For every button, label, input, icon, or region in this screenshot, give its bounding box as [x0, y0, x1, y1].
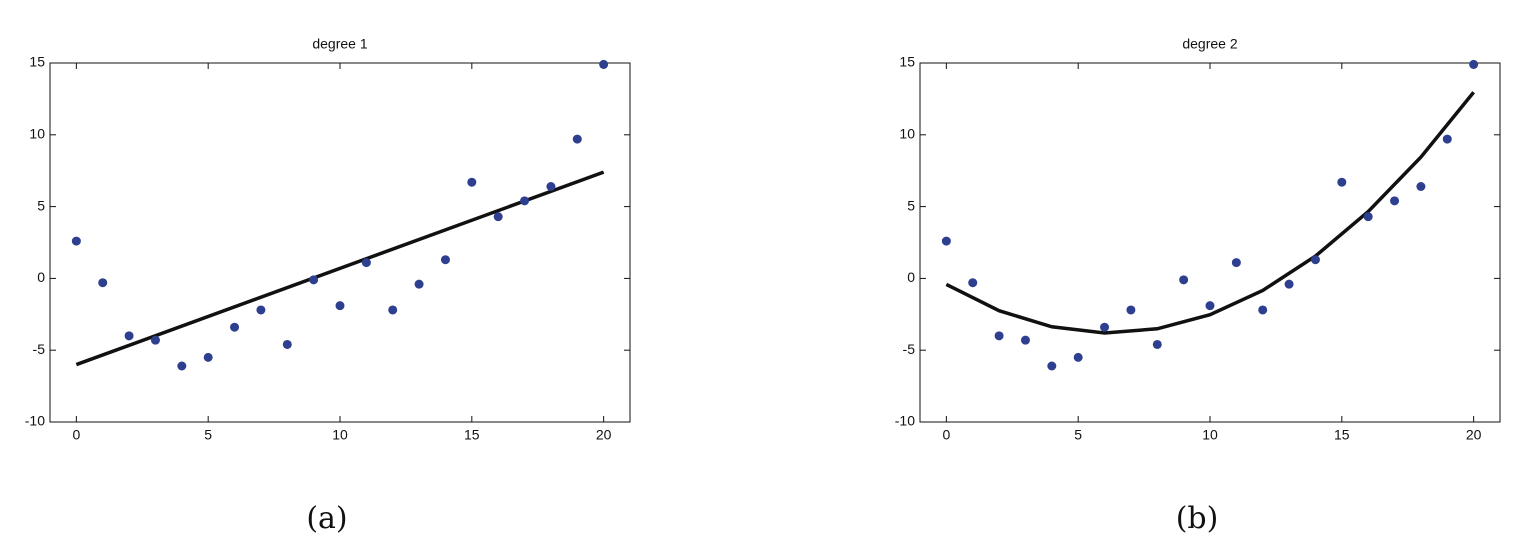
- data-point: [1073, 352, 1083, 362]
- data-point: [1258, 305, 1268, 315]
- data-point: [493, 212, 503, 222]
- data-point: [256, 305, 266, 315]
- data-point: [1231, 258, 1241, 268]
- data-point: [361, 258, 371, 268]
- fit-line: [945, 91, 1475, 335]
- data-point: [1047, 361, 1057, 371]
- data-point: [440, 255, 450, 265]
- data-point: [1390, 196, 1400, 206]
- y-tick-label: 5: [37, 197, 45, 213]
- data-point: [1284, 279, 1294, 289]
- y-tick-label: 0: [907, 269, 915, 285]
- data-point: [1416, 181, 1426, 191]
- data-point: [520, 196, 530, 206]
- data-point: [572, 134, 582, 144]
- y-tick-label: 5: [907, 197, 915, 213]
- data-point: [968, 278, 978, 288]
- y-tick-label: 10: [29, 126, 45, 142]
- data-point: [282, 339, 292, 349]
- data-point: [1020, 335, 1030, 345]
- x-tick-label: 20: [596, 427, 612, 443]
- chart-title: degree 2: [1182, 36, 1237, 52]
- data-point: [1310, 255, 1320, 265]
- x-tick-label: 0: [942, 427, 950, 443]
- data-point: [1205, 301, 1215, 311]
- data-point: [994, 331, 1004, 341]
- data-point: [71, 236, 81, 246]
- x-tick-label: 5: [204, 427, 212, 443]
- data-point: [941, 236, 951, 246]
- fit-line: [75, 170, 605, 367]
- data-point: [1100, 322, 1110, 332]
- data-point: [1442, 134, 1452, 144]
- x-tick-label: 20: [1466, 427, 1482, 443]
- data-point: [230, 322, 240, 332]
- y-tick-label: 15: [29, 54, 45, 70]
- data-point: [203, 352, 213, 362]
- y-tick-label: -5: [33, 341, 46, 357]
- y-tick-label: -10: [25, 413, 45, 429]
- y-tick-label: -5: [903, 341, 916, 357]
- data-point: [388, 305, 398, 315]
- y-tick-label: -10: [895, 413, 915, 429]
- x-tick-label: 10: [1202, 427, 1218, 443]
- caption: (a): [306, 501, 347, 536]
- data-point: [309, 275, 319, 285]
- data-point: [177, 361, 187, 371]
- y-tick-label: 0: [37, 269, 45, 285]
- data-point: [1152, 339, 1162, 349]
- plot-frame: [49, 62, 631, 423]
- data-point: [467, 177, 477, 187]
- x-tick-label: 0: [72, 427, 80, 443]
- caption: (b): [1176, 501, 1219, 536]
- data-point: [150, 335, 160, 345]
- data-point: [599, 59, 609, 69]
- x-tick-label: 15: [1334, 427, 1350, 443]
- data-point: [1363, 212, 1373, 222]
- x-tick-label: 5: [1074, 427, 1082, 443]
- data-point: [1179, 275, 1189, 285]
- plot-frame: [919, 62, 1501, 423]
- data-point: [1469, 59, 1479, 69]
- data-point: [1126, 305, 1136, 315]
- data-point: [414, 279, 424, 289]
- data-point: [1337, 177, 1347, 187]
- x-tick-label: 15: [464, 427, 480, 443]
- chart-title: degree 1: [312, 36, 367, 52]
- data-point: [98, 278, 108, 288]
- y-tick-label: 15: [899, 54, 915, 70]
- y-tick-label: 10: [899, 126, 915, 142]
- x-tick-label: 10: [332, 427, 348, 443]
- data-point: [546, 181, 556, 191]
- data-point: [124, 331, 134, 341]
- data-point: [335, 301, 345, 311]
